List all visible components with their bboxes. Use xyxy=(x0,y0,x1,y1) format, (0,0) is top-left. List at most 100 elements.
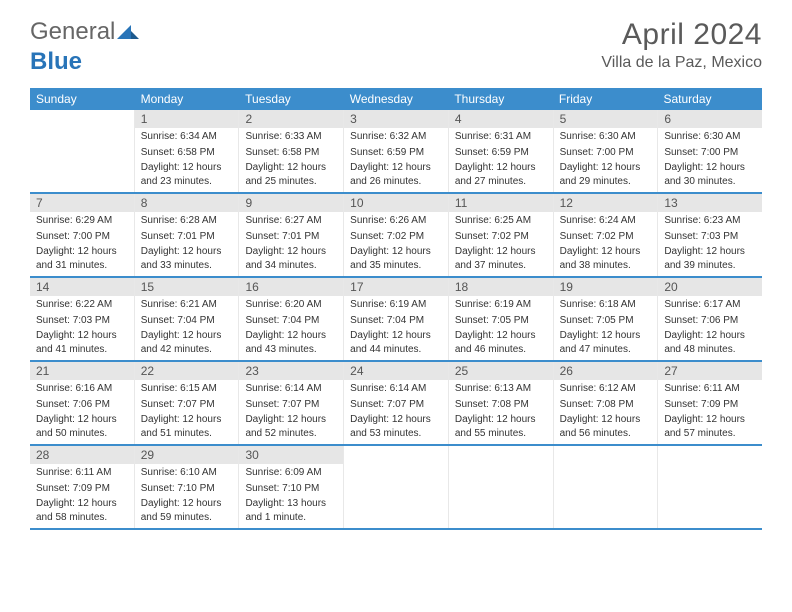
calendar-cell: 28Sunrise: 6:11 AMSunset: 7:09 PMDayligh… xyxy=(30,446,135,528)
logo: General xyxy=(30,18,141,46)
sunset-text: Sunset: 7:05 PM xyxy=(554,312,658,328)
sunrise-text: Sunrise: 6:13 AM xyxy=(449,380,553,396)
sunset-text: Sunset: 7:08 PM xyxy=(554,396,658,412)
calendar-cell xyxy=(658,446,762,528)
day-number: 24 xyxy=(344,362,448,380)
sunset-text: Sunset: 7:00 PM xyxy=(658,144,762,160)
calendar-cell: 20Sunrise: 6:17 AMSunset: 7:06 PMDayligh… xyxy=(658,278,762,360)
day-number: 1 xyxy=(135,110,239,128)
sunset-text: Sunset: 7:09 PM xyxy=(30,480,134,496)
sunrise-text: Sunrise: 6:29 AM xyxy=(30,212,134,228)
day-number: 2 xyxy=(239,110,343,128)
sunset-text: Sunset: 7:10 PM xyxy=(135,480,239,496)
sunrise-text: Sunrise: 6:10 AM xyxy=(135,464,239,480)
day-number: 14 xyxy=(30,278,134,296)
sunset-text: Sunset: 6:58 PM xyxy=(239,144,343,160)
daylight-text: Daylight: 12 hours and 35 minutes. xyxy=(344,243,448,272)
page-header: General April 2024 Villa de la Paz, Mexi… xyxy=(0,0,792,80)
day-number: 25 xyxy=(449,362,553,380)
sunset-text: Sunset: 7:03 PM xyxy=(30,312,134,328)
sunset-text: Sunset: 7:04 PM xyxy=(344,312,448,328)
daylight-text: Daylight: 12 hours and 43 minutes. xyxy=(239,327,343,356)
sunset-text: Sunset: 7:02 PM xyxy=(344,228,448,244)
sunset-text: Sunset: 7:08 PM xyxy=(449,396,553,412)
weekday-header: Friday xyxy=(553,88,658,110)
day-number: 22 xyxy=(135,362,239,380)
sunrise-text: Sunrise: 6:14 AM xyxy=(344,380,448,396)
calendar-cell: 4Sunrise: 6:31 AMSunset: 6:59 PMDaylight… xyxy=(449,110,554,192)
sunrise-text: Sunrise: 6:19 AM xyxy=(344,296,448,312)
calendar-cell: 25Sunrise: 6:13 AMSunset: 7:08 PMDayligh… xyxy=(449,362,554,444)
sunset-text: Sunset: 7:06 PM xyxy=(30,396,134,412)
daylight-text: Daylight: 12 hours and 42 minutes. xyxy=(135,327,239,356)
daylight-text: Daylight: 12 hours and 59 minutes. xyxy=(135,495,239,524)
daylight-text: Daylight: 12 hours and 31 minutes. xyxy=(30,243,134,272)
calendar-cell: 22Sunrise: 6:15 AMSunset: 7:07 PMDayligh… xyxy=(135,362,240,444)
daylight-text: Daylight: 12 hours and 47 minutes. xyxy=(554,327,658,356)
day-number: 11 xyxy=(449,194,553,212)
sunset-text: Sunset: 7:10 PM xyxy=(239,480,343,496)
calendar-cell: 13Sunrise: 6:23 AMSunset: 7:03 PMDayligh… xyxy=(658,194,762,276)
weekday-header-row: Sunday Monday Tuesday Wednesday Thursday… xyxy=(30,88,762,110)
calendar-week: 14Sunrise: 6:22 AMSunset: 7:03 PMDayligh… xyxy=(30,278,762,362)
daylight-text: Daylight: 12 hours and 50 minutes. xyxy=(30,411,134,440)
sunrise-text: Sunrise: 6:12 AM xyxy=(554,380,658,396)
day-number: 27 xyxy=(658,362,762,380)
sunset-text: Sunset: 7:03 PM xyxy=(658,228,762,244)
calendar-cell: 21Sunrise: 6:16 AMSunset: 7:06 PMDayligh… xyxy=(30,362,135,444)
calendar-cell: 9Sunrise: 6:27 AMSunset: 7:01 PMDaylight… xyxy=(239,194,344,276)
sunrise-text: Sunrise: 6:09 AM xyxy=(239,464,343,480)
day-number: 29 xyxy=(135,446,239,464)
weekday-header: Wednesday xyxy=(344,88,449,110)
sunset-text: Sunset: 7:04 PM xyxy=(135,312,239,328)
day-number: 17 xyxy=(344,278,448,296)
day-number xyxy=(658,446,762,450)
daylight-text: Daylight: 12 hours and 46 minutes. xyxy=(449,327,553,356)
daylight-text: Daylight: 12 hours and 48 minutes. xyxy=(658,327,762,356)
sunset-text: Sunset: 7:02 PM xyxy=(449,228,553,244)
calendar-week: 1Sunrise: 6:34 AMSunset: 6:58 PMDaylight… xyxy=(30,110,762,194)
logo-triangle-icon xyxy=(117,18,139,46)
daylight-text: Daylight: 12 hours and 37 minutes. xyxy=(449,243,553,272)
location-subtitle: Villa de la Paz, Mexico xyxy=(601,54,762,72)
calendar-cell: 1Sunrise: 6:34 AMSunset: 6:58 PMDaylight… xyxy=(135,110,240,192)
sunrise-text: Sunrise: 6:34 AM xyxy=(135,128,239,144)
day-number xyxy=(30,110,134,114)
day-number: 5 xyxy=(554,110,658,128)
daylight-text: Daylight: 12 hours and 51 minutes. xyxy=(135,411,239,440)
sunset-text: Sunset: 7:01 PM xyxy=(135,228,239,244)
calendar-cell xyxy=(344,446,449,528)
daylight-text: Daylight: 12 hours and 30 minutes. xyxy=(658,159,762,188)
calendar-week: 28Sunrise: 6:11 AMSunset: 7:09 PMDayligh… xyxy=(30,446,762,530)
calendar-cell: 2Sunrise: 6:33 AMSunset: 6:58 PMDaylight… xyxy=(239,110,344,192)
day-number: 6 xyxy=(658,110,762,128)
day-number: 10 xyxy=(344,194,448,212)
weekday-header: Sunday xyxy=(30,88,135,110)
daylight-text: Daylight: 12 hours and 39 minutes. xyxy=(658,243,762,272)
daylight-text: Daylight: 12 hours and 41 minutes. xyxy=(30,327,134,356)
daylight-text: Daylight: 12 hours and 23 minutes. xyxy=(135,159,239,188)
sunrise-text: Sunrise: 6:27 AM xyxy=(239,212,343,228)
daylight-text: Daylight: 12 hours and 33 minutes. xyxy=(135,243,239,272)
sunrise-text: Sunrise: 6:30 AM xyxy=(554,128,658,144)
calendar-week: 21Sunrise: 6:16 AMSunset: 7:06 PMDayligh… xyxy=(30,362,762,446)
weeks-container: 1Sunrise: 6:34 AMSunset: 6:58 PMDaylight… xyxy=(30,110,762,530)
sunset-text: Sunset: 7:07 PM xyxy=(239,396,343,412)
calendar-cell xyxy=(554,446,659,528)
day-number: 18 xyxy=(449,278,553,296)
sunset-text: Sunset: 7:04 PM xyxy=(239,312,343,328)
sunset-text: Sunset: 7:06 PM xyxy=(658,312,762,328)
calendar-cell: 3Sunrise: 6:32 AMSunset: 6:59 PMDaylight… xyxy=(344,110,449,192)
sunset-text: Sunset: 7:07 PM xyxy=(344,396,448,412)
day-number: 3 xyxy=(344,110,448,128)
day-number: 8 xyxy=(135,194,239,212)
sunrise-text: Sunrise: 6:24 AM xyxy=(554,212,658,228)
day-number xyxy=(554,446,658,450)
daylight-text: Daylight: 12 hours and 34 minutes. xyxy=(239,243,343,272)
sunrise-text: Sunrise: 6:22 AM xyxy=(30,296,134,312)
calendar-cell: 6Sunrise: 6:30 AMSunset: 7:00 PMDaylight… xyxy=(658,110,762,192)
title-block: April 2024 Villa de la Paz, Mexico xyxy=(601,18,762,72)
calendar-grid: Sunday Monday Tuesday Wednesday Thursday… xyxy=(30,88,762,530)
day-number: 9 xyxy=(239,194,343,212)
sunrise-text: Sunrise: 6:23 AM xyxy=(658,212,762,228)
